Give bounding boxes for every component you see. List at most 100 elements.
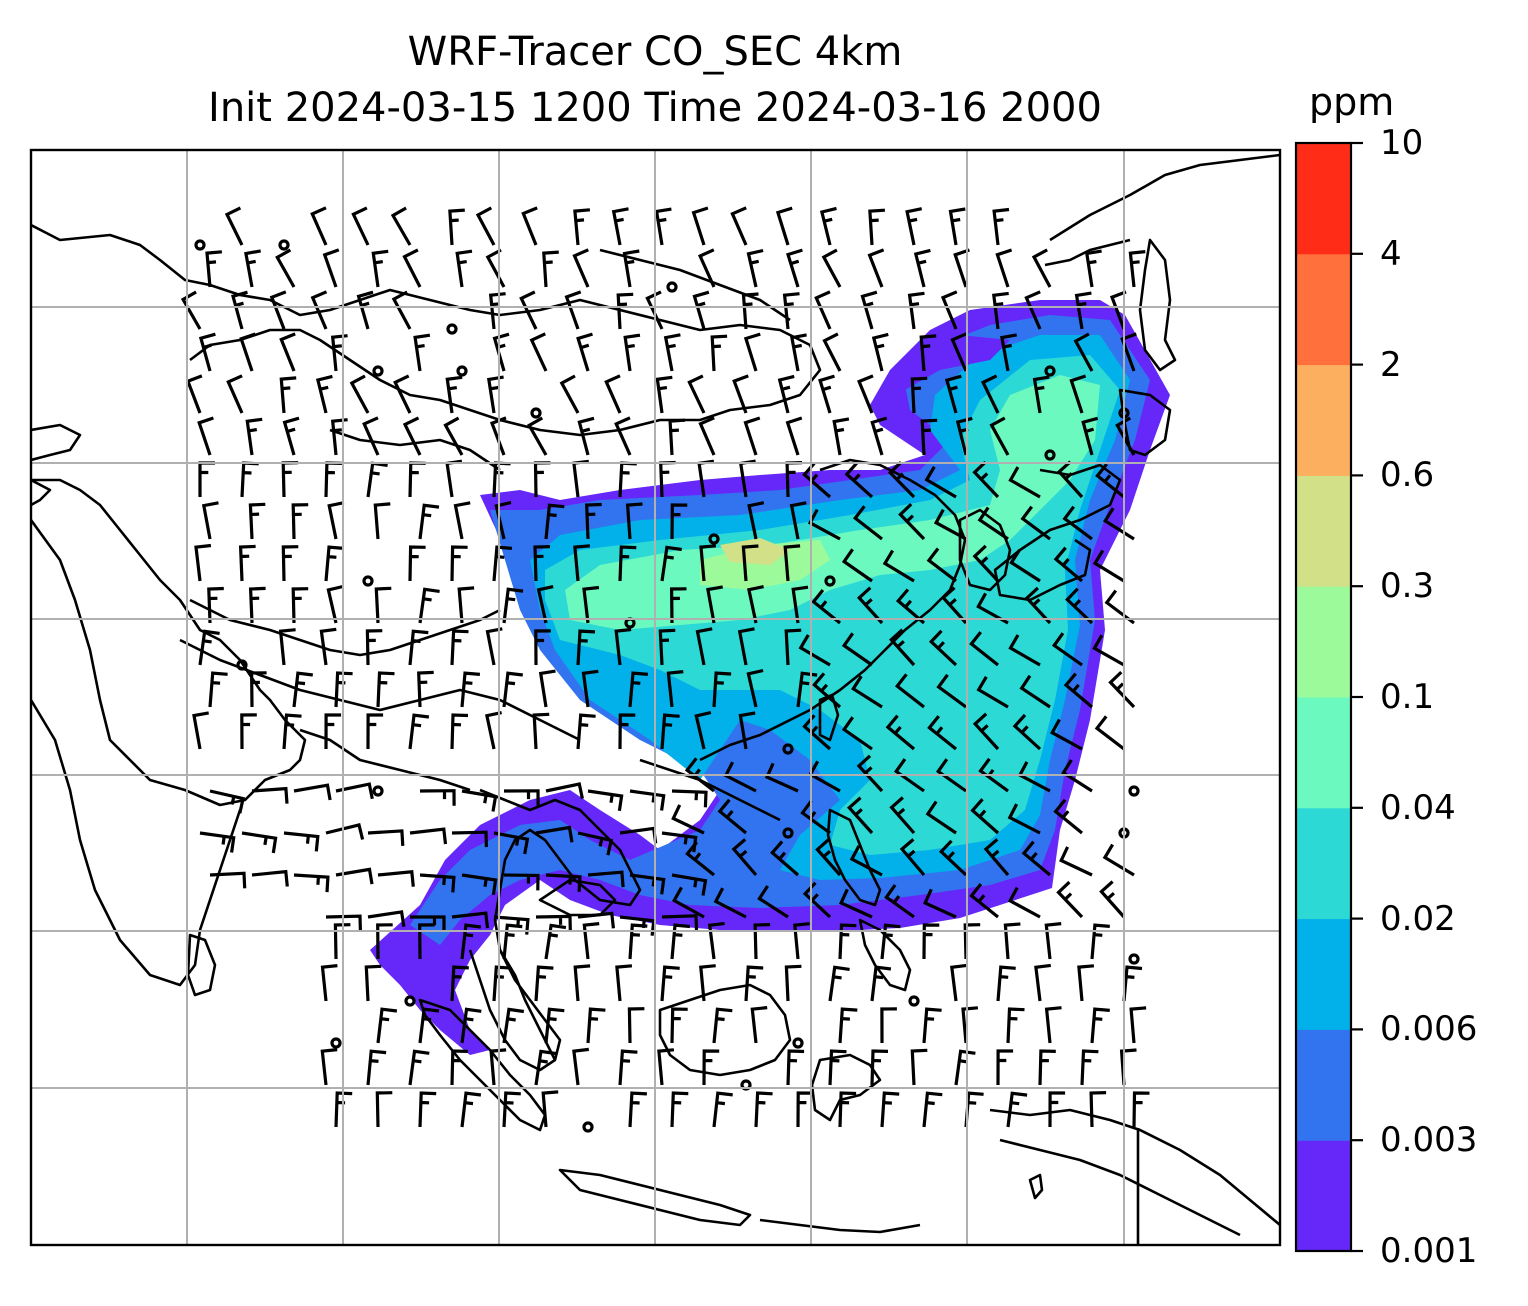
- wind-barb: [1090, 923, 1110, 960]
- wind-barb: [443, 416, 464, 456]
- wind-barb: [753, 923, 771, 960]
- wind-barb: [319, 627, 337, 666]
- wind-barb: [1061, 759, 1093, 793]
- wind-barb: [669, 587, 687, 624]
- wind-barb: [786, 1049, 805, 1086]
- wind-barb: [961, 1006, 979, 1044]
- calm-wind-marker: [1128, 785, 1140, 797]
- colorbar-tick-label: 4: [1380, 233, 1402, 274]
- wind-barb: [812, 672, 842, 709]
- wind-barb: [828, 1049, 847, 1086]
- coastline-malay-peninsula: [498, 949, 557, 1061]
- wind-barb: [992, 291, 1009, 330]
- colorbar-tick-label: 0.04: [1380, 787, 1456, 828]
- wind-barb: [577, 416, 595, 456]
- wind-barb: [1020, 505, 1051, 541]
- wind-barb: [326, 584, 344, 624]
- wind-barb: [977, 506, 1009, 541]
- coastline-arabia: [31, 478, 52, 507]
- wind-barb: [694, 710, 712, 750]
- wind-barb: [269, 290, 287, 330]
- wind-barb: [365, 629, 383, 666]
- wind-barb: [239, 332, 256, 372]
- wind-barb: [538, 669, 556, 708]
- wind-barb: [503, 789, 540, 806]
- coastline-sumatra: [418, 998, 547, 1132]
- wind-barb: [793, 922, 810, 960]
- wind-barb: [450, 713, 469, 750]
- wind-barb: [532, 712, 550, 750]
- wind-barb: [972, 712, 1000, 751]
- calm-wind-marker: [446, 323, 458, 335]
- wind-barb: [587, 870, 625, 888]
- colorbar-swatch: [1296, 807, 1351, 920]
- colorbar-tick-label: 0.006: [1380, 1009, 1478, 1050]
- wind-barb: [970, 798, 1000, 835]
- colorbar-swatch: [1296, 475, 1351, 587]
- wind-barb: [536, 585, 554, 624]
- wind-barb: [604, 374, 622, 414]
- wind-barb: [622, 249, 640, 288]
- wind-barb: [362, 416, 380, 456]
- wind-barb: [448, 208, 465, 246]
- wind-barb: [209, 789, 246, 814]
- wind-barb: [231, 290, 248, 330]
- wind-barb: [844, 462, 874, 499]
- colorbar-tick-label: 2: [1380, 344, 1402, 385]
- wind-barb: [922, 923, 940, 960]
- wind-barb: [989, 416, 1010, 456]
- wind-barb: [841, 716, 873, 751]
- wind-barb: [251, 869, 289, 887]
- wind-barb: [750, 1006, 768, 1044]
- wind-barb: [542, 250, 559, 288]
- wind-barb: [207, 586, 224, 624]
- wind-barb: [814, 290, 832, 330]
- coastline-okhotsk: [1044, 238, 1131, 267]
- wind-barb: [713, 887, 747, 919]
- wind-barb: [1031, 248, 1052, 288]
- wind-barb: [880, 1091, 900, 1128]
- wind-barb: [857, 374, 874, 414]
- wind-barb: [275, 248, 296, 288]
- wind-barb: [944, 374, 962, 414]
- wind-barb: [754, 1091, 773, 1128]
- wind-barb: [614, 627, 632, 666]
- wind-barb: [1021, 840, 1052, 877]
- wind-barb: [992, 207, 1010, 246]
- wind-barb: [320, 1048, 338, 1086]
- wind-barb: [492, 545, 513, 582]
- wind-barb: [712, 1007, 733, 1044]
- wind-barb: [838, 888, 873, 919]
- wind-barb: [576, 332, 593, 372]
- calm-wind-marker: [194, 239, 206, 251]
- wind-barb: [573, 544, 591, 582]
- wind-barb: [453, 501, 471, 540]
- wind-barb: [691, 206, 709, 246]
- colorbar-swatch: [1296, 586, 1351, 698]
- wind-barb: [672, 886, 705, 919]
- wind-barb: [671, 804, 705, 835]
- calm-wind-marker: [456, 365, 468, 377]
- wind-barb: [224, 206, 244, 246]
- wind-barb: [503, 873, 540, 891]
- calm-wind-marker: [782, 743, 794, 755]
- wind-barb: [1073, 332, 1094, 372]
- wind-barb: [545, 782, 584, 799]
- wind-barb: [868, 208, 885, 246]
- wind-barb: [283, 831, 320, 852]
- wind-barb: [927, 715, 957, 751]
- wind-barb: [784, 628, 802, 666]
- wind-barb: [838, 1091, 857, 1128]
- wind-barb: [502, 1007, 525, 1044]
- wind-barb: [950, 963, 967, 1002]
- wind-barb: [948, 207, 966, 246]
- calm-wind-marker: [278, 239, 290, 251]
- wind-barb: [376, 671, 395, 708]
- wind-barb: [349, 374, 370, 414]
- wind-barb: [628, 671, 649, 708]
- wind-barb: [670, 503, 688, 540]
- colorbar-tick-label: 0.02: [1380, 898, 1456, 939]
- coastline-caspian: [31, 423, 82, 462]
- wind-barb: [969, 882, 1000, 919]
